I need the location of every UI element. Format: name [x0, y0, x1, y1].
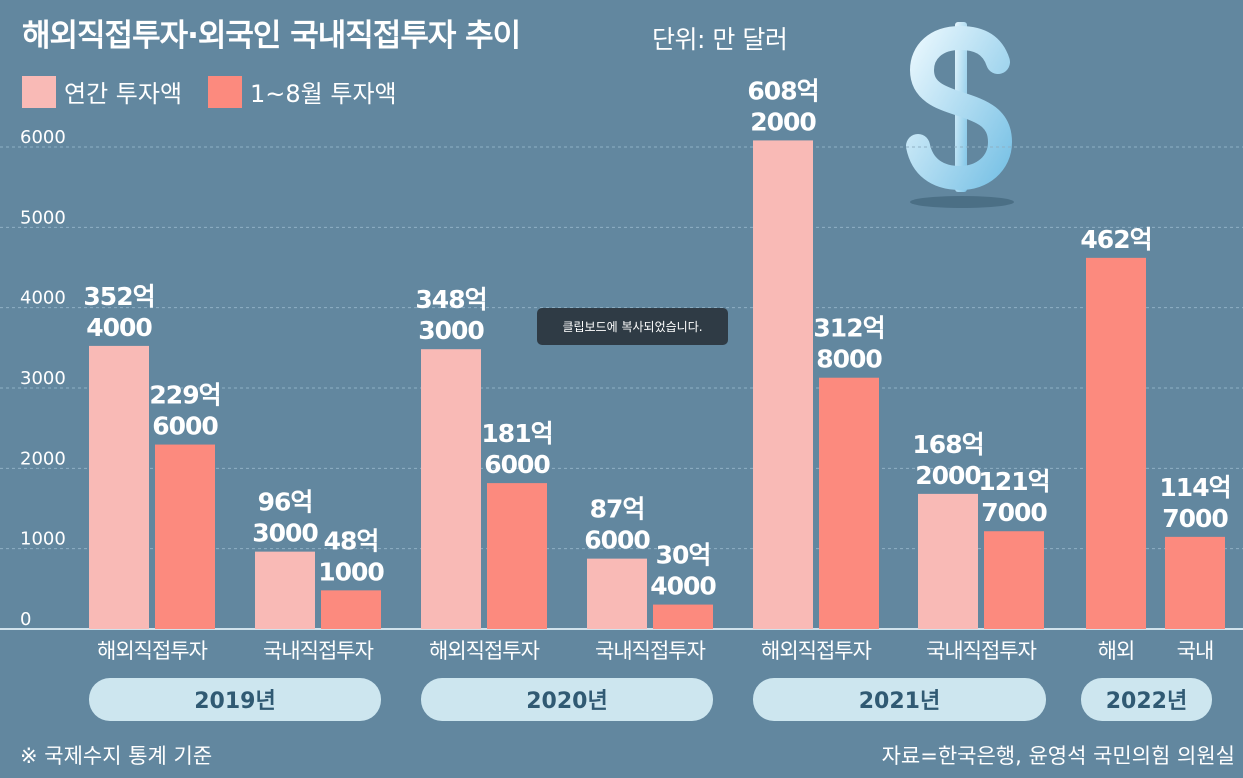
data-label: 181억: [481, 419, 552, 448]
year-pill: [89, 678, 381, 721]
y-tick-label: 1000: [20, 529, 66, 550]
data-label: 6000: [484, 450, 550, 479]
data-label: 312억: [813, 314, 884, 343]
category-label: 국내직접투자: [263, 639, 374, 663]
bar: [89, 345, 149, 629]
y-tick-label: 3000: [20, 368, 66, 389]
year-label: 2022년: [1106, 689, 1187, 714]
year-pill: [421, 678, 713, 721]
category-label: 해외직접투자: [761, 639, 872, 663]
data-label: 2000: [915, 461, 981, 490]
data-label: 6000: [584, 526, 650, 555]
chart-title: 해외직접투자·외국인 국내직접투자 추이: [22, 18, 521, 54]
legend-label-jan-aug: 1~8월 투자액: [250, 80, 397, 108]
year-pill: [753, 678, 1046, 721]
category-label: 국내: [1177, 639, 1214, 663]
data-label: 3000: [418, 316, 484, 345]
bar: [653, 604, 713, 629]
data-label: 348억: [415, 285, 486, 314]
year-pill: [1081, 678, 1212, 721]
year-label: 2020년: [526, 689, 607, 714]
data-label: 121억: [978, 467, 1049, 496]
data-label: 8000: [816, 345, 882, 374]
data-label: 96억: [258, 488, 313, 517]
bar: [321, 590, 381, 629]
legend-swatch-annual: [22, 75, 56, 108]
category-label: 국내직접투자: [595, 639, 706, 663]
data-label: 168억: [912, 430, 983, 459]
bar: [1165, 536, 1225, 629]
source-note: 자료=한국은행, 윤영석 국민의힘 의원실: [881, 744, 1235, 768]
category-label: 해외직접투자: [97, 639, 208, 663]
data-label: 608억: [747, 76, 818, 105]
category-label: 해외: [1098, 639, 1135, 663]
y-tick-label: 4000: [20, 288, 66, 309]
bar: [155, 444, 215, 629]
data-label: 3000: [252, 519, 318, 548]
bar: [753, 140, 813, 630]
legend-swatch-jan-aug: [208, 75, 243, 108]
data-label: 6000: [152, 412, 218, 441]
y-tick-label: 2000: [20, 448, 66, 469]
bar: [421, 349, 481, 629]
legend-label-annual: 연간 투자액: [64, 80, 183, 108]
data-label: 30억: [656, 541, 711, 570]
bar: [255, 551, 315, 629]
y-tick-label: 6000: [20, 127, 66, 148]
data-label: 7000: [1162, 504, 1228, 533]
footnote: ※ 국제수지 통계 기준: [20, 744, 213, 768]
data-label: 4000: [650, 572, 716, 601]
data-label: 48억: [324, 526, 379, 555]
data-label: 87억: [590, 495, 645, 524]
category-label: 해외직접투자: [429, 639, 540, 663]
bar: [1086, 257, 1146, 629]
data-label: 2000: [750, 107, 816, 136]
data-label: 229억: [149, 381, 220, 410]
bar: [487, 483, 547, 629]
bar: [819, 377, 879, 629]
clipboard-toast: 클립보드에 복사되었습니다.: [537, 308, 728, 345]
y-tick-label: 0: [20, 609, 31, 630]
unit-label: 단위: 만 달러: [652, 25, 788, 54]
data-label: 7000: [981, 498, 1047, 527]
bar: [587, 558, 647, 629]
bar: [918, 493, 978, 629]
category-label: 국내직접투자: [926, 639, 1037, 663]
dollar-sign-icon: [906, 22, 1014, 208]
data-label: 4000: [86, 313, 152, 342]
bar: [984, 531, 1044, 629]
legend: 연간 투자액 1~8월 투자액: [22, 74, 423, 109]
data-label: 114억: [1159, 473, 1230, 502]
y-tick-label: 5000: [20, 207, 66, 228]
data-label: 352억: [83, 282, 154, 311]
year-label: 2021년: [859, 689, 940, 714]
data-label: 1000: [318, 557, 384, 586]
year-label: 2019년: [194, 689, 275, 714]
data-label: 462억: [1080, 225, 1151, 254]
